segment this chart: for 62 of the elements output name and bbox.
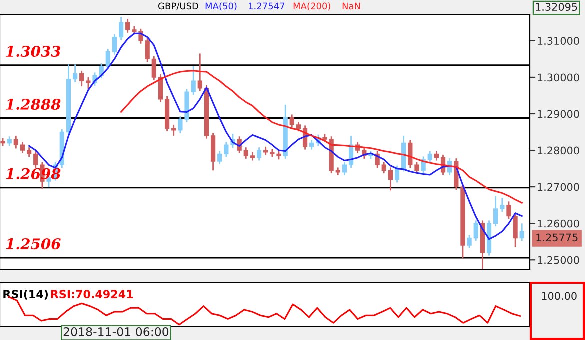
chart-subtitle: RSI:70.49241	[51, 290, 134, 299]
y-tick-label: 1.28000	[538, 146, 580, 155]
candlestick	[7, 136, 12, 147]
text: MA(200)	[294, 2, 330, 11]
candlestick	[198, 53, 202, 92]
candlestick	[388, 167, 394, 192]
chart-title: RSI(14)	[4, 290, 48, 300]
text: 2018-11-01 06:00	[64, 327, 169, 336]
y-tick-label: 1.26000	[538, 220, 580, 228]
candlestick	[112, 34, 118, 56]
candlestick	[218, 150, 222, 166]
candlestick	[86, 76, 91, 90]
candlestick	[14, 135, 18, 150]
candlestick	[224, 141, 229, 158]
text: NaN	[342, 2, 360, 10]
candlestick	[34, 150, 38, 169]
candlestick	[20, 141, 26, 154]
candlestick	[118, 16, 124, 41]
y-tick-label: 1.27000	[538, 183, 580, 192]
candlestick	[26, 146, 32, 158]
candlestick	[310, 140, 314, 150]
candlestick	[394, 165, 400, 184]
candlestick	[244, 146, 248, 160]
candlestick	[152, 56, 156, 82]
y-tick-label: 1.31000	[538, 37, 580, 46]
candlestick	[520, 222, 524, 242]
candlestick	[506, 200, 512, 220]
candlestick	[191, 66, 196, 96]
candlestick	[126, 18, 130, 34]
ref-line-label: 1.2506	[6, 238, 61, 250]
candlestick	[500, 197, 505, 213]
chart-title: GBP/USD	[158, 2, 198, 10]
candlestick	[414, 162, 420, 174]
ref-line-label: 1.3033	[6, 46, 60, 58]
candlestick	[72, 64, 78, 83]
candlestick	[106, 48, 110, 70]
candlestick	[296, 121, 302, 132]
candlestick	[494, 196, 498, 228]
y-tick-label: 1.30000	[538, 74, 580, 82]
candlestick	[467, 234, 472, 250]
candlestick	[256, 146, 262, 162]
candlestick	[408, 140, 413, 169]
line-series	[120, 70, 523, 204]
y-tick-label: 1.29000	[538, 110, 580, 118]
text: 100.00	[542, 292, 577, 300]
candlestick	[342, 162, 348, 176]
text: 1.32095	[536, 3, 578, 12]
candlestick	[145, 37, 150, 63]
candlestick	[434, 150, 440, 162]
candlestick	[382, 162, 386, 174]
candlestick	[474, 220, 478, 242]
candlestick	[290, 114, 294, 129]
text: MA(50)	[206, 2, 237, 11]
y-tick-label: 1.25000	[538, 256, 580, 264]
candlestick	[172, 124, 176, 137]
text: 1.27547	[248, 2, 285, 10]
candlestick	[428, 150, 432, 164]
text: 1.25775	[536, 234, 578, 242]
candlestick	[513, 212, 518, 248]
candlestick	[80, 70, 84, 88]
candlestick	[421, 156, 426, 174]
ref-line-label: 1.2888	[6, 98, 61, 110]
